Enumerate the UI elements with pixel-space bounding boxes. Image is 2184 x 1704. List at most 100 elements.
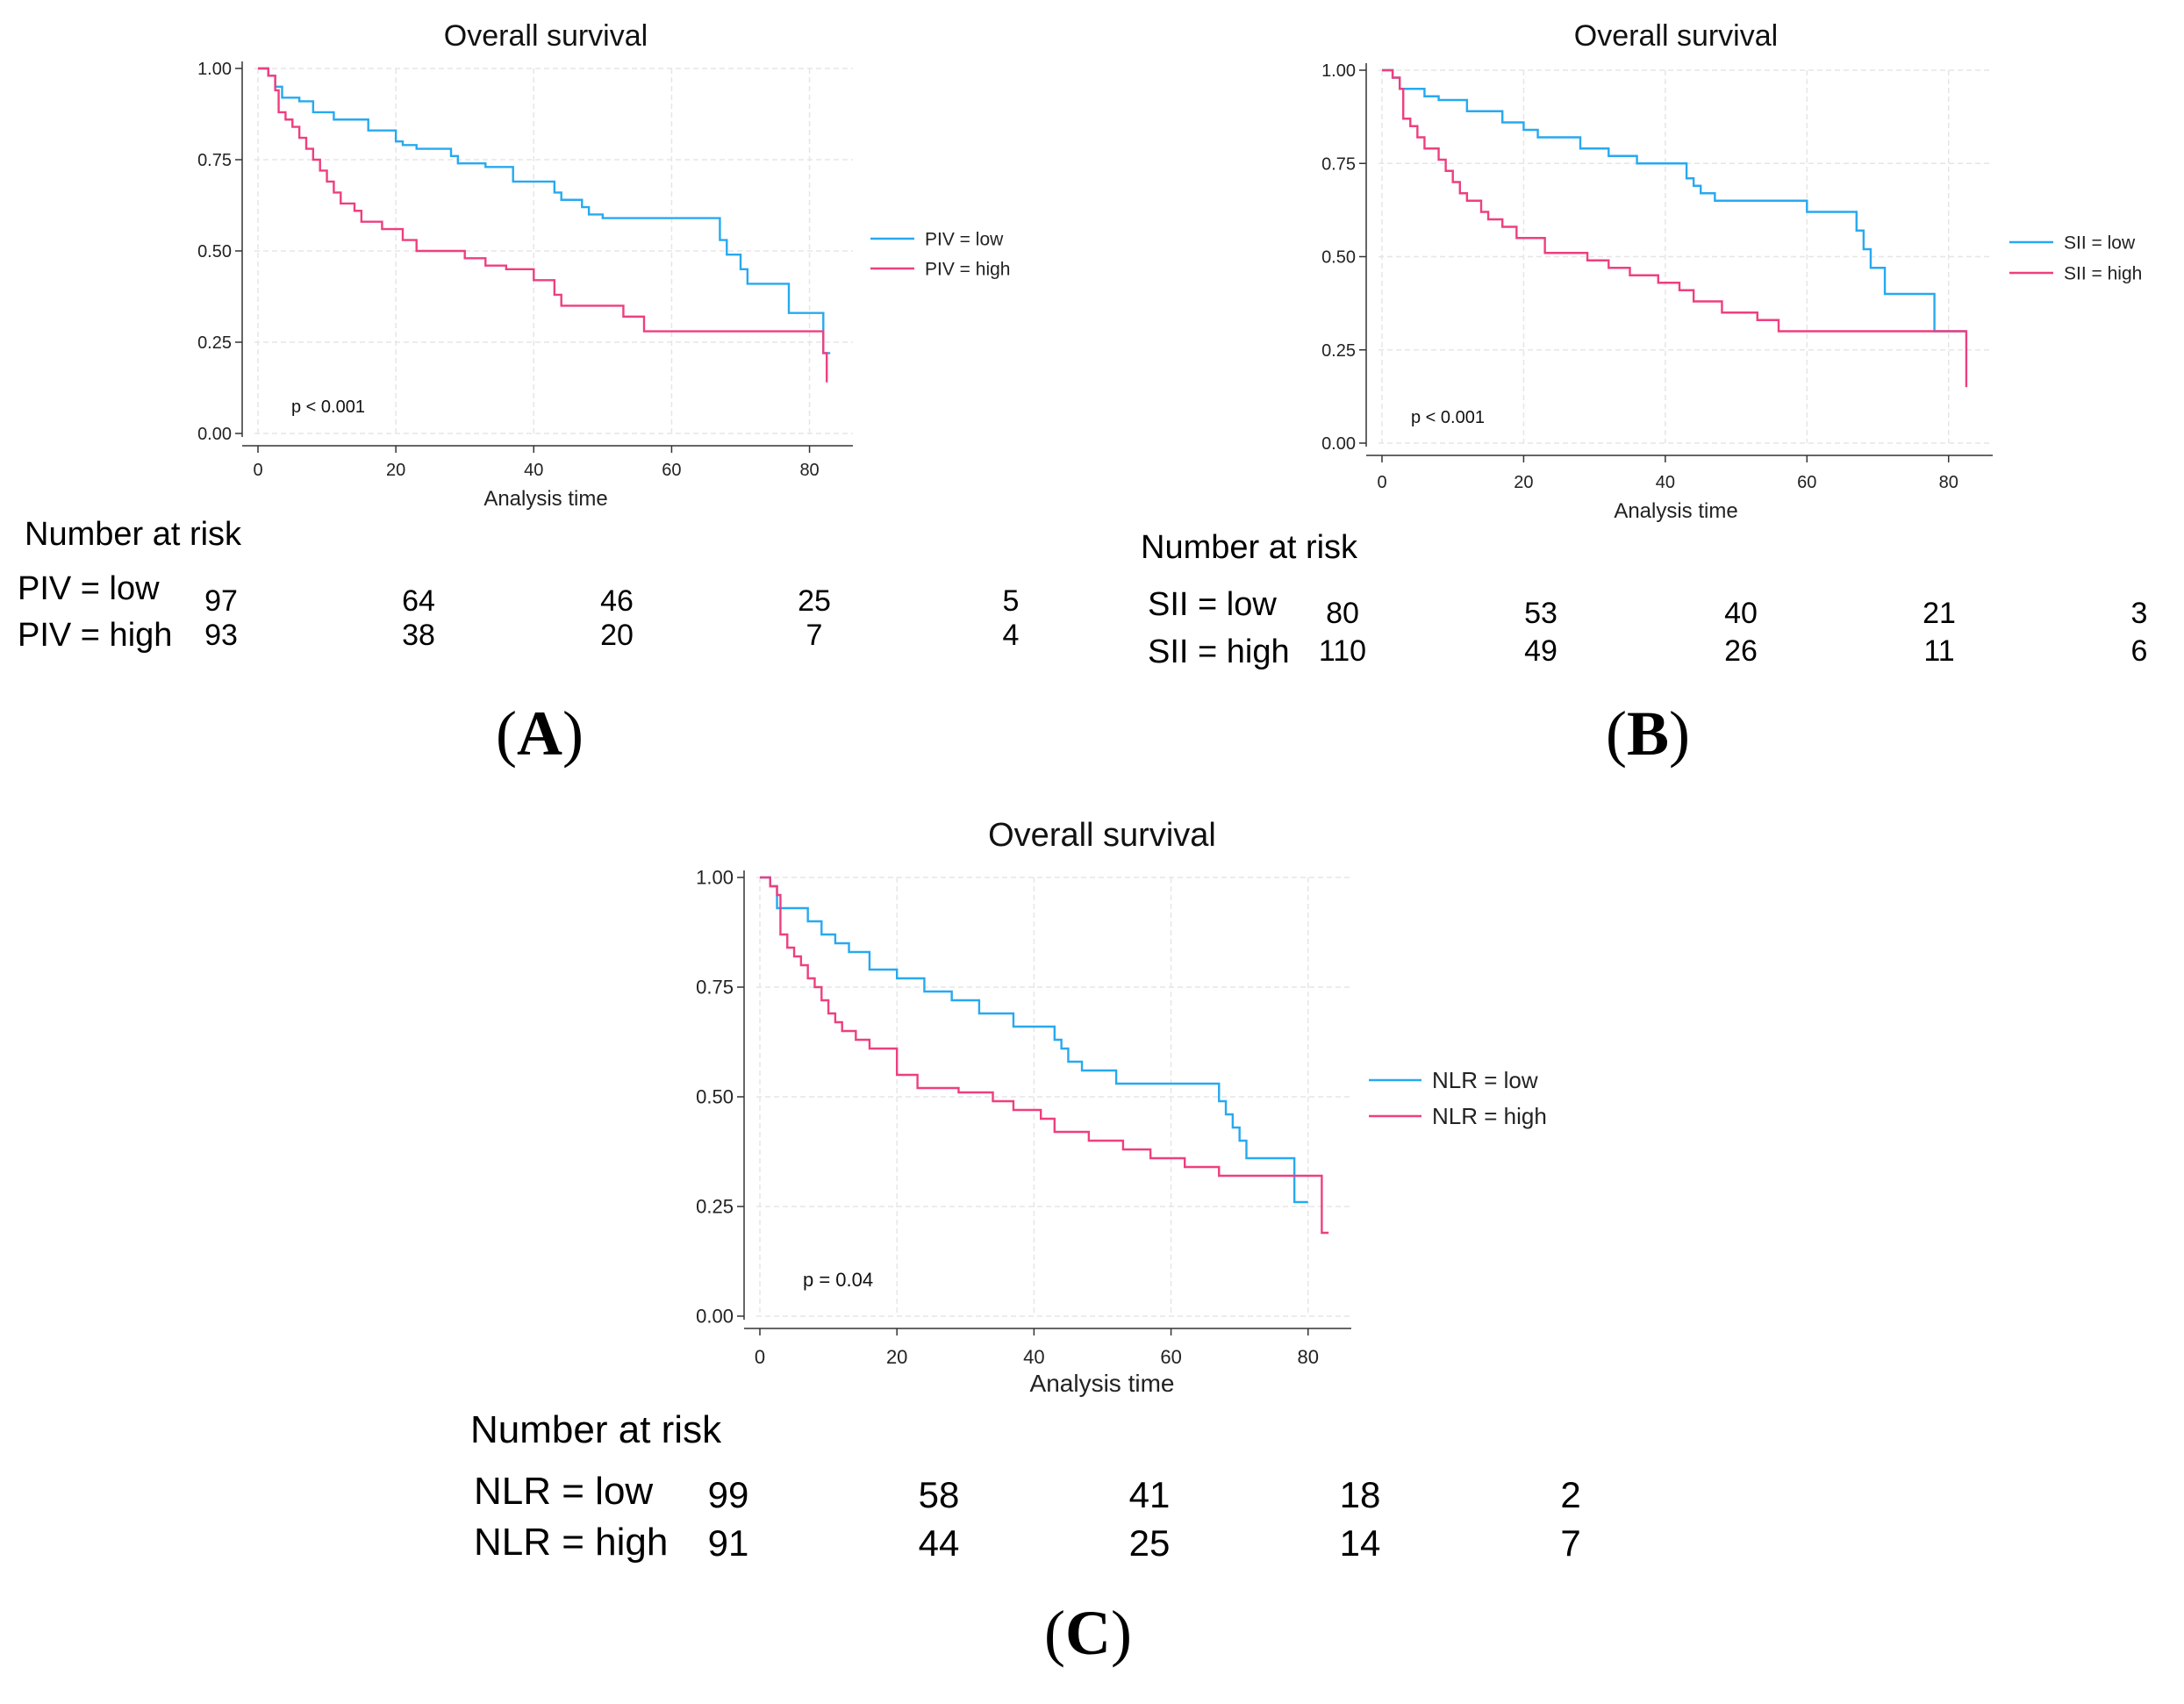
risk-value: 53 xyxy=(1524,597,1557,630)
x-tick-label: 20 xyxy=(386,461,405,480)
y-tick-label: 0.25 xyxy=(696,1196,734,1218)
risk-value: 3 xyxy=(2130,597,2148,630)
risk-value: 110 xyxy=(1318,634,1367,668)
y-tick-label: 0.50 xyxy=(696,1086,734,1108)
risk-value: 44 xyxy=(918,1522,960,1564)
p-value: p = 0.04 xyxy=(803,1269,873,1291)
axes: 0.00 0.25 0.50 0.75 1.00 0 20 40 60 80 xyxy=(197,60,853,480)
km-curve-high xyxy=(760,876,1329,1235)
y-tick-label: 0.00 xyxy=(1321,434,1356,454)
legend: NLR = low NLR = high xyxy=(1369,1067,1547,1129)
risk-value: 25 xyxy=(1128,1522,1171,1564)
x-tick-label: 20 xyxy=(1514,473,1533,492)
y-tick-label: 0.00 xyxy=(696,1306,734,1328)
series-group xyxy=(760,876,1329,1235)
plot-title: Overall survival xyxy=(444,19,648,53)
panel-label: (A) xyxy=(496,698,584,769)
y-tick-label: 1.00 xyxy=(696,867,734,889)
legend-label: SII = low xyxy=(2064,233,2136,253)
risk-value: 2 xyxy=(1560,1474,1581,1515)
risk-value: 93 xyxy=(204,619,238,652)
risk-value: 4 xyxy=(1002,619,1020,652)
km-curve-low xyxy=(258,67,831,354)
x-tick-label: 20 xyxy=(886,1346,907,1368)
legend-label: SII = high xyxy=(2064,263,2142,283)
km-plot-a: Overall survival 0.00 0.25 0.50 0.75 1.00 0 20… xyxy=(197,19,1010,511)
legend-label: PIV = high xyxy=(925,259,1010,279)
series-group xyxy=(258,67,831,383)
gridlines xyxy=(254,68,853,434)
x-tick-label: 0 xyxy=(1377,473,1386,492)
risk-value: 46 xyxy=(600,584,634,618)
risk-row-label: SII = low xyxy=(1148,586,1277,623)
y-tick-label: 0.50 xyxy=(1321,248,1356,268)
panel-c: Overall survival 0.00 0.25 0.50 0.75 1.00 0 20… xyxy=(456,790,1755,1702)
x-tick-label: 80 xyxy=(1298,1346,1319,1368)
panel-label: (B) xyxy=(1606,698,1690,769)
risk-value: 11 xyxy=(1923,634,1955,668)
y-tick-label: 0.25 xyxy=(197,333,232,353)
x-tick-label: 60 xyxy=(1160,1346,1181,1368)
risk-value: 25 xyxy=(798,584,831,618)
risk-table-title: Number at risk xyxy=(25,516,242,553)
risk-value: 97 xyxy=(204,584,238,618)
risk-value: 6 xyxy=(2130,634,2148,668)
legend: PIV = low PIV = high xyxy=(870,229,1010,279)
risk-value: 99 xyxy=(707,1474,749,1515)
risk-value: 14 xyxy=(1339,1522,1381,1564)
x-axis-label: Analysis time xyxy=(483,487,607,511)
x-tick-label: 40 xyxy=(1656,473,1675,492)
risk-row-label: SII = high xyxy=(1148,634,1290,670)
y-tick-label: 1.00 xyxy=(197,60,232,79)
risk-row-label: PIV = high xyxy=(18,617,173,654)
p-value: p < 0.001 xyxy=(291,397,365,417)
p-value: p < 0.001 xyxy=(1411,408,1485,427)
risk-value: 64 xyxy=(402,584,435,618)
risk-value: 80 xyxy=(1326,597,1359,630)
risk-value: 18 xyxy=(1339,1474,1381,1515)
x-tick-label: 40 xyxy=(524,461,543,480)
gridlines xyxy=(756,877,1351,1317)
risk-value: 58 xyxy=(918,1474,960,1515)
legend-label: NLR = high xyxy=(1432,1103,1547,1129)
plot-title: Overall survival xyxy=(1574,19,1778,53)
risk-value: 5 xyxy=(1002,584,1020,618)
x-axis-label: Analysis time xyxy=(1030,1370,1175,1397)
plot-title: Overall survival xyxy=(988,817,1216,854)
y-tick-label: 0.75 xyxy=(696,977,734,999)
risk-value: 21 xyxy=(1923,597,1956,630)
legend-label: NLR = low xyxy=(1432,1067,1538,1093)
x-tick-label: 40 xyxy=(1023,1346,1044,1368)
y-tick-label: 0.50 xyxy=(197,242,232,261)
risk-table-title: Number at risk xyxy=(1141,529,1358,566)
x-tick-label: 60 xyxy=(1797,473,1816,492)
km-curve-high xyxy=(1382,68,1968,388)
panel-b: Overall survival 0.00 0.25 0.50 0.75 1.00 0 20… xyxy=(1114,0,2184,807)
km-curve-high xyxy=(258,67,828,383)
y-tick-label: 0.75 xyxy=(197,151,232,170)
km-curve-low xyxy=(1382,68,1966,333)
gridlines xyxy=(1378,69,1993,444)
legend-label: PIV = low xyxy=(925,229,1004,249)
km-plot-c: Overall survival 0.00 0.25 0.50 0.75 1.00 0 20… xyxy=(696,817,1547,1397)
risk-row-label: NLR = high xyxy=(474,1521,669,1564)
axes: 0.00 0.25 0.50 0.75 1.00 0 20 40 60 80 xyxy=(1321,61,1993,492)
risk-value: 91 xyxy=(707,1522,749,1564)
panel-a: Overall survival 0.00 0.25 0.50 0.75 1.00 0 20… xyxy=(0,0,1106,807)
series-group xyxy=(1382,68,1968,388)
x-axis-label: Analysis time xyxy=(1614,499,1737,523)
y-tick-label: 1.00 xyxy=(1321,61,1356,81)
risk-value: 41 xyxy=(1128,1474,1171,1515)
x-tick-label: 80 xyxy=(799,461,819,480)
risk-value: 7 xyxy=(1560,1522,1581,1564)
risk-value: 40 xyxy=(1724,597,1758,630)
y-tick-label: 0.25 xyxy=(1321,341,1356,361)
x-tick-label: 80 xyxy=(1939,473,1958,492)
risk-row-label: PIV = low xyxy=(18,570,160,607)
risk-value: 26 xyxy=(1724,634,1758,668)
risk-table-title: Number at risk xyxy=(470,1408,722,1451)
y-tick-label: 0.75 xyxy=(1321,154,1356,174)
risk-value: 38 xyxy=(402,619,435,652)
risk-value: 20 xyxy=(600,619,634,652)
km-curve-low xyxy=(760,876,1308,1204)
